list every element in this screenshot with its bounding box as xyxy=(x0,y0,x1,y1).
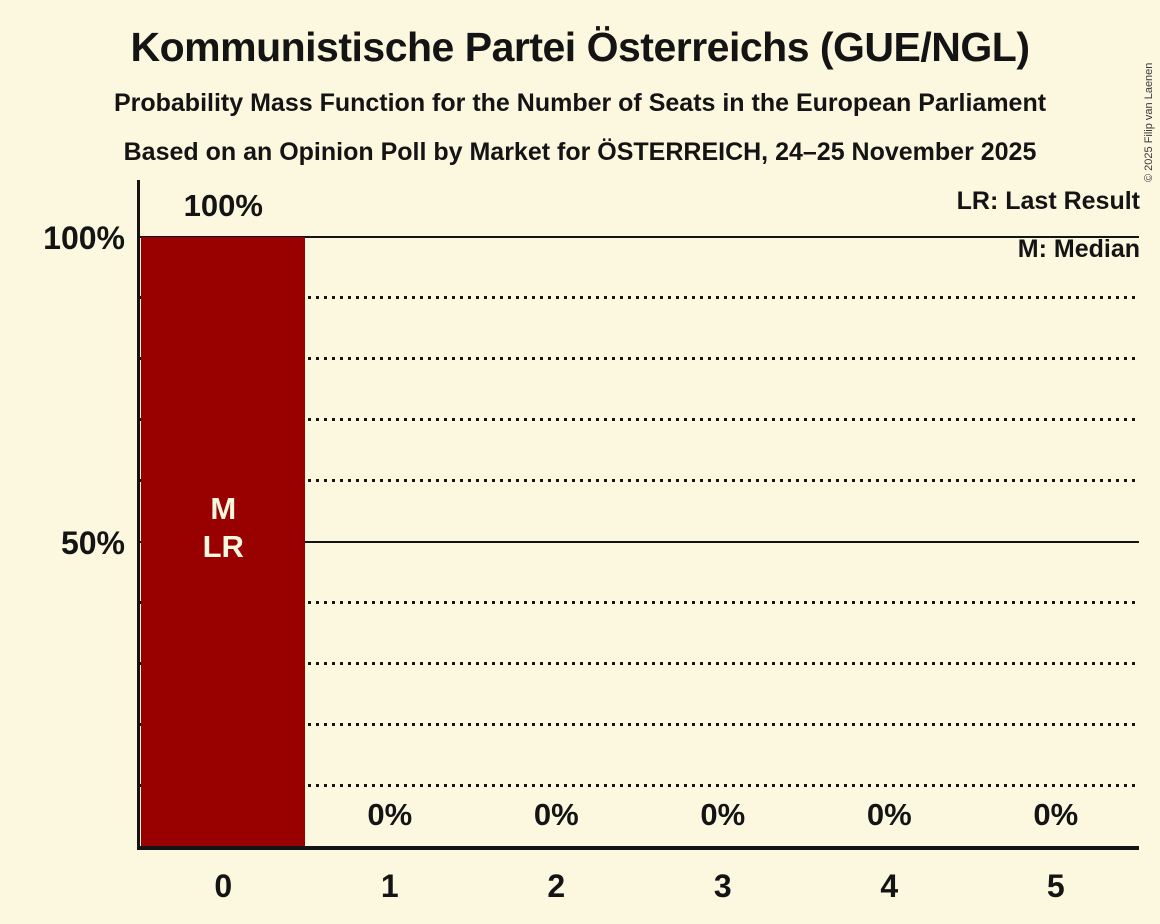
bar-annotation-median-lastresult: M LR xyxy=(202,491,244,564)
value-label-seats-0: 100% xyxy=(183,188,263,223)
value-label-seats-4: 0% xyxy=(866,797,912,832)
x-tick-5: 5 xyxy=(1046,868,1065,904)
value-label-seats-3: 0% xyxy=(700,797,746,832)
copyright-notice: © 2025 Filip van Laenen xyxy=(1143,62,1155,182)
plot-area: M LR 100% 0% 0% 0% 0% 0% xyxy=(140,180,1139,846)
x-tick-4: 4 xyxy=(880,868,899,904)
legend-median: M: Median xyxy=(1017,235,1140,263)
gridline-90pct xyxy=(140,296,1139,300)
y-axis-line xyxy=(137,180,140,850)
gridline-70pct xyxy=(140,418,1139,422)
y-tick-100pct: 100% xyxy=(43,220,125,256)
gridline-40pct xyxy=(140,600,1139,604)
value-label-seats-5: 0% xyxy=(1033,797,1079,832)
x-tick-0: 0 xyxy=(214,868,233,904)
gridline-60pct xyxy=(140,479,1139,483)
x-tick-3: 3 xyxy=(713,868,732,904)
legend-last-result: LR: Last Result xyxy=(956,187,1140,215)
gridline-100pct xyxy=(140,236,1139,238)
chart-subtitle-poll: Based on an Opinion Poll by Market for Ö… xyxy=(123,138,1037,166)
gridline-80pct xyxy=(140,357,1139,361)
value-label-seats-1: 0% xyxy=(367,797,413,832)
gridline-10pct xyxy=(140,783,1139,787)
bar-seats-0: M LR xyxy=(141,237,306,846)
chart-subtitle-pmf: Probability Mass Function for the Number… xyxy=(113,89,1047,117)
y-tick-50pct: 50% xyxy=(60,524,125,561)
chart-title: Kommunistische Partei Österreichs (GUE/N… xyxy=(130,24,1030,70)
x-axis-line xyxy=(137,846,1139,850)
value-label-seats-2: 0% xyxy=(533,797,579,832)
x-tick-2: 2 xyxy=(547,868,566,904)
gridline-50pct xyxy=(140,540,1139,543)
gridline-20pct xyxy=(140,722,1139,726)
x-tick-1: 1 xyxy=(380,868,399,904)
gridline-30pct xyxy=(140,661,1139,665)
